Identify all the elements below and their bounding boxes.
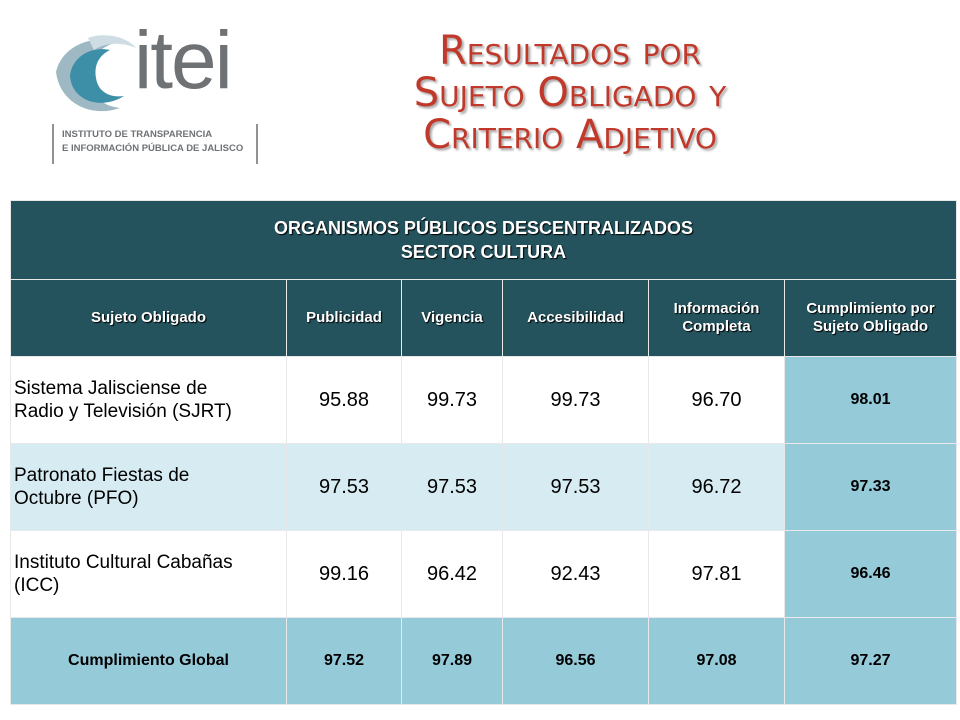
logo-subtitle-line2: E INFORMACIÓN PÚBLICA DE JALISCO bbox=[62, 143, 244, 154]
logo-subtitle-line1: INSTITUTO DE TRANSPARENCIA bbox=[62, 129, 213, 140]
table-title-row: ORGANISMOS PÚBLICOS DESCENTRALIZADOS SEC… bbox=[9, 200, 958, 280]
column-header-cumplimiento: Cumplimiento por Sujeto Obligado bbox=[783, 279, 958, 357]
cell-informacion: 96.72 bbox=[648, 443, 785, 531]
row-name: Instituto Cultural Cabañas (ICC) bbox=[10, 530, 287, 618]
row-name-line1: Patronato Fiestas de bbox=[14, 465, 190, 486]
global-accesibilidad: 96.56 bbox=[502, 617, 649, 705]
row-name-line2: Radio y Televisión (SJRT) bbox=[14, 401, 232, 422]
row-name: Sistema Jalisciense de Radio y Televisió… bbox=[10, 356, 287, 444]
column-header-row: Sujeto Obligado Publicidad Vigencia Acce… bbox=[10, 279, 958, 357]
page-title: Resultados por Sujeto Obligado y Criteri… bbox=[360, 30, 780, 156]
cell-informacion: 97.81 bbox=[648, 530, 785, 618]
row-name-line2: Octubre (PFO) bbox=[14, 488, 139, 509]
table-row: Sistema Jalisciense de Radio y Televisió… bbox=[10, 356, 958, 444]
column-header-informacion-line1: Información bbox=[673, 300, 760, 317]
table-row: Instituto Cultural Cabañas (ICC) 99.16 9… bbox=[10, 530, 958, 618]
global-row: Cumplimiento Global 97.52 97.89 96.56 97… bbox=[10, 617, 958, 705]
cell-accesibilidad: 97.53 bbox=[502, 443, 649, 531]
table-title: ORGANISMOS PÚBLICOS DESCENTRALIZADOS SEC… bbox=[9, 200, 958, 280]
cell-cumplimiento: 97.33 bbox=[783, 443, 958, 531]
cell-publicidad: 97.53 bbox=[286, 443, 402, 531]
column-header-informacion-line2: Completa bbox=[682, 318, 751, 335]
global-informacion: 97.08 bbox=[648, 617, 785, 705]
column-header-cumplimiento-line1: Cumplimiento por bbox=[806, 300, 935, 317]
cell-vigencia: 96.42 bbox=[401, 530, 503, 618]
column-header-vigencia: Vigencia bbox=[401, 279, 503, 357]
row-name: Patronato Fiestas de Octubre (PFO) bbox=[10, 443, 287, 531]
column-header-publicidad: Publicidad bbox=[286, 279, 402, 357]
itei-logo: itei INSTITUTO DE TRANSPARENCIA E INFORM… bbox=[48, 20, 278, 168]
results-table: ORGANISMOS PÚBLICOS DESCENTRALIZADOS SEC… bbox=[9, 200, 958, 705]
table-title-line2: SECTOR CULTURA bbox=[400, 242, 567, 262]
row-name-line1: Instituto Cultural Cabañas bbox=[14, 552, 233, 573]
table-row: Patronato Fiestas de Octubre (PFO) 97.53… bbox=[10, 443, 958, 531]
cell-cumplimiento: 96.46 bbox=[783, 530, 958, 618]
global-vigencia: 97.89 bbox=[401, 617, 503, 705]
global-publicidad: 97.52 bbox=[286, 617, 402, 705]
column-header-cumplimiento-line2: Sujeto Obligado bbox=[813, 318, 929, 335]
title-line3: Criterio Adjetivo bbox=[423, 112, 717, 158]
cell-informacion: 96.70 bbox=[648, 356, 785, 444]
cell-vigencia: 97.53 bbox=[401, 443, 503, 531]
cell-vigencia: 99.73 bbox=[401, 356, 503, 444]
global-cumplimiento: 97.27 bbox=[783, 617, 958, 705]
cell-accesibilidad: 99.73 bbox=[502, 356, 649, 444]
column-header-sujeto: Sujeto Obligado bbox=[10, 279, 287, 357]
cell-publicidad: 95.88 bbox=[286, 356, 402, 444]
row-name-line1: Sistema Jalisciense de bbox=[14, 378, 208, 399]
cell-publicidad: 99.16 bbox=[286, 530, 402, 618]
title-line1: Resultados por bbox=[438, 28, 702, 74]
itei-logo-mark-icon bbox=[56, 35, 136, 112]
table-title-line1: ORGANISMOS PÚBLICOS DESCENTRALIZADOS bbox=[274, 218, 694, 238]
column-header-informacion: Información Completa bbox=[648, 279, 785, 357]
logo-wordmark: itei bbox=[134, 15, 233, 106]
cell-accesibilidad: 92.43 bbox=[502, 530, 649, 618]
title-line2: Sujeto Obligado y bbox=[413, 70, 727, 116]
column-header-accesibilidad: Accesibilidad bbox=[502, 279, 649, 357]
row-name-line2: (ICC) bbox=[14, 575, 60, 596]
cell-cumplimiento: 98.01 bbox=[783, 356, 958, 444]
global-label: Cumplimiento Global bbox=[10, 617, 287, 705]
logo-subtitle: INSTITUTO DE TRANSPARENCIA E INFORMACIÓN… bbox=[52, 124, 258, 164]
